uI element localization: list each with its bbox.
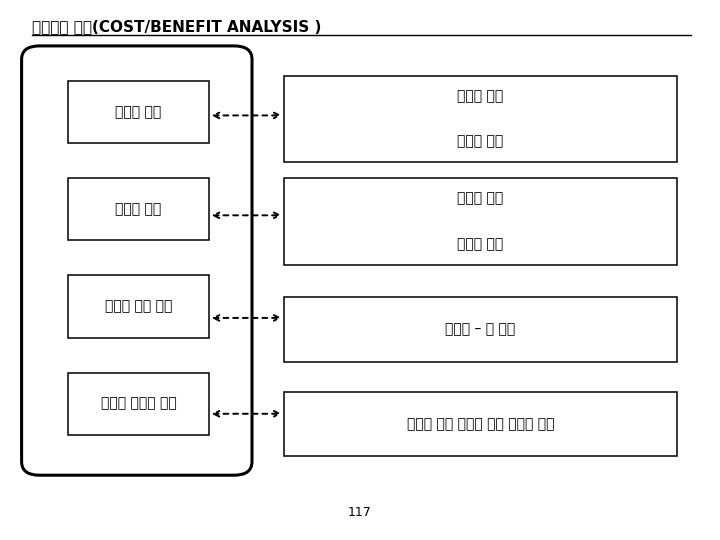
Text: 비용의 추정: 비용의 추정: [115, 105, 162, 119]
Text: 비용이익 분석(COST/BENEFIT ANALYSIS ): 비용이익 분석(COST/BENEFIT ANALYSIS ): [32, 19, 322, 34]
FancyBboxPatch shape: [68, 81, 209, 143]
Text: 유형적 이익

무형적 이익: 유형적 이익 무형적 이익: [457, 192, 504, 251]
FancyBboxPatch shape: [284, 297, 677, 362]
FancyBboxPatch shape: [68, 373, 209, 435]
Text: 이익의 추정: 이익의 추정: [115, 202, 162, 216]
Text: 총이익 – 총 비용: 총이익 – 총 비용: [446, 322, 516, 336]
Text: 유형적 비용

무형적 비용: 유형적 비용 무형적 비용: [457, 89, 504, 148]
FancyBboxPatch shape: [22, 46, 252, 475]
FancyBboxPatch shape: [284, 76, 677, 162]
FancyBboxPatch shape: [68, 275, 209, 338]
FancyBboxPatch shape: [68, 178, 209, 240]
FancyBboxPatch shape: [284, 178, 677, 265]
Text: 비용과 이익 변화에 따른 경제적 가치: 비용과 이익 변화에 따른 경제적 가치: [407, 417, 554, 431]
Text: 비용과 이익의 변화: 비용과 이익의 변화: [101, 397, 176, 410]
Text: 117: 117: [348, 507, 372, 519]
Text: 경제적 가치 추정: 경제적 가치 추정: [105, 300, 172, 313]
FancyBboxPatch shape: [284, 392, 677, 456]
